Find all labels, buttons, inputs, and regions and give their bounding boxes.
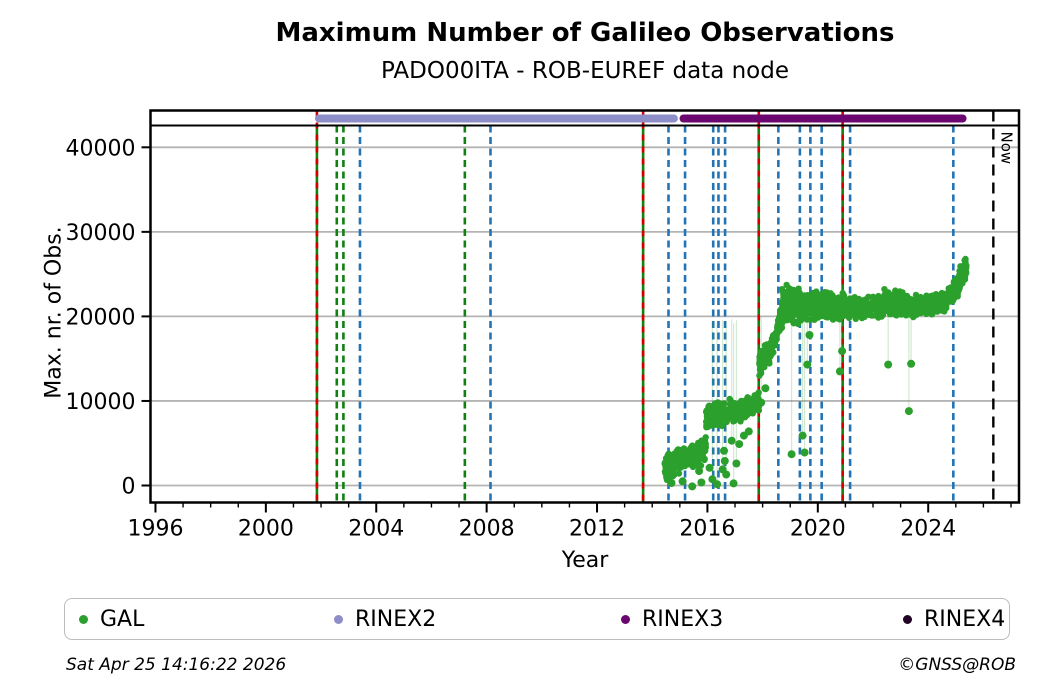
legend-box: GAL RINEX2 RINEX3 RINEX4 bbox=[64, 598, 1010, 640]
legend-label-rinex2: RINEX2 bbox=[355, 606, 437, 632]
legend-label-rinex4: RINEX4 bbox=[924, 606, 1006, 632]
axis-ticks: 1996 2000 2004 2008 2012 2016 2020 2024 0 10000 20… bbox=[66, 136, 1012, 542]
chart-title: Maximum Number of Galileo Observations bbox=[275, 18, 895, 48]
rinex3-marker-icon bbox=[621, 614, 630, 624]
scatter-points bbox=[661, 255, 970, 491]
rinex2-marker-icon bbox=[334, 614, 343, 624]
now-label: Now bbox=[997, 132, 1015, 165]
svg-text:2024: 2024 bbox=[900, 517, 956, 542]
rinex4-marker-icon bbox=[903, 614, 912, 624]
svg-text:10000: 10000 bbox=[66, 390, 136, 415]
legend-item-gal: GAL bbox=[79, 599, 144, 639]
svg-text:0: 0 bbox=[122, 475, 136, 500]
svg-text:30000: 30000 bbox=[66, 221, 136, 246]
svg-text:1996: 1996 bbox=[127, 517, 183, 542]
x-axis-label: Year bbox=[561, 548, 609, 573]
bar-rinex2 bbox=[314, 114, 678, 123]
svg-text:2008: 2008 bbox=[459, 517, 515, 542]
legend-label-gal: GAL bbox=[100, 606, 145, 632]
legend-item-rinex2: RINEX2 bbox=[334, 599, 436, 639]
svg-text:2016: 2016 bbox=[679, 517, 735, 542]
legend-item-rinex4: RINEX4 bbox=[903, 599, 1005, 639]
legend-label-rinex3: RINEX3 bbox=[642, 606, 724, 632]
svg-text:2020: 2020 bbox=[790, 517, 846, 542]
chart-subtitle: PADO00ITA - ROB-EUREF data node bbox=[380, 58, 790, 84]
plot-frame bbox=[149, 109, 1021, 504]
svg-text:20000: 20000 bbox=[66, 305, 136, 330]
svg-text:2000: 2000 bbox=[238, 517, 294, 542]
bar-rinex3 bbox=[679, 114, 967, 123]
generation-timestamp: Sat Apr 25 14:16:22 2026 bbox=[66, 655, 287, 675]
copyright-label: ©GNSS@ROB bbox=[898, 655, 1016, 675]
legend-item-rinex3: RINEX3 bbox=[621, 599, 723, 639]
svg-text:2004: 2004 bbox=[348, 517, 404, 542]
gal-marker-icon bbox=[79, 614, 88, 624]
availability-bars bbox=[314, 114, 967, 123]
svg-text:40000: 40000 bbox=[66, 136, 136, 161]
svg-text:2012: 2012 bbox=[569, 517, 625, 542]
